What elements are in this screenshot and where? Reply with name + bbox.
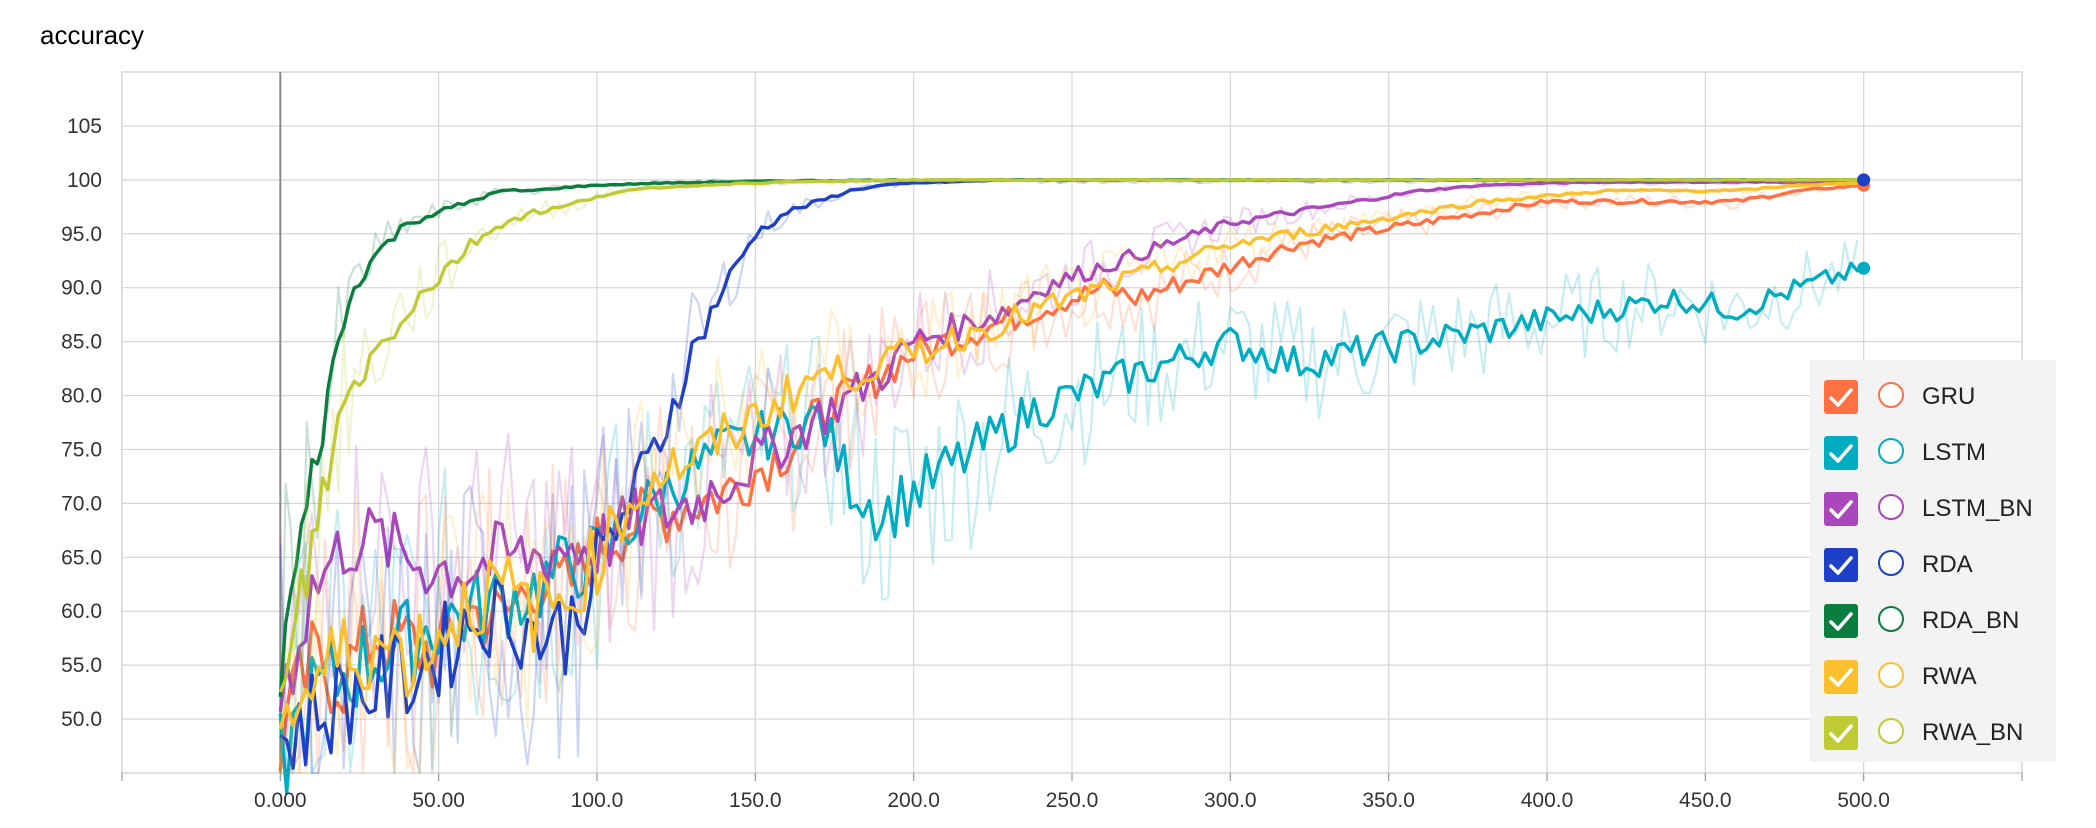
x-tick-label: 300.0 [1204, 789, 1257, 812]
legend-label: GRU [1922, 383, 1976, 410]
y-tick-label: 75.0 [61, 438, 102, 461]
legend-label: RWA_BN [1922, 719, 2024, 746]
axis-layer [121, 72, 2023, 781]
x-tick-label: 500.0 [1837, 789, 1890, 812]
legend: GRU LSTM LSTM_BN RDA RDA_BN RWA RWA_BN [1810, 360, 2056, 762]
y-tick-label: 55.0 [61, 654, 102, 677]
x-tick-label: 400.0 [1521, 789, 1574, 812]
x-tick-label: 200.0 [887, 789, 940, 812]
checkbox-checked-icon[interactable] [1824, 492, 1858, 526]
y-tick-label: 95.0 [61, 223, 102, 246]
legend-item-gru[interactable]: GRU [1810, 376, 2056, 416]
series-line-lstm_bn [278, 179, 1864, 712]
series-line-rwa [278, 181, 1864, 730]
radio-circle-icon[interactable] [1878, 382, 1904, 408]
x-tick-label: 250.0 [1046, 789, 1099, 812]
radio-circle-icon[interactable] [1878, 550, 1904, 576]
chart-title: accuracy [40, 20, 145, 50]
radio-circle-icon[interactable] [1878, 718, 1904, 744]
checkbox-checked-icon[interactable] [1824, 660, 1858, 694]
radio-circle-icon[interactable] [1878, 606, 1904, 632]
legend-label: RDA [1922, 551, 1973, 578]
series-raw-lstm [280, 239, 1859, 775]
tick-layer: 0.000 50.00 100.0 150.0 200.0 250.0 300.0 350.0… [61, 115, 1890, 812]
legend-item-rda[interactable]: RDA [1810, 544, 2056, 584]
series-layer [278, 173, 1871, 795]
y-tick-label: 90.0 [61, 277, 102, 300]
checkbox-checked-icon[interactable] [1824, 380, 1858, 414]
legend-item-lstm_bn[interactable]: LSTM_BN [1810, 488, 2056, 528]
legend-label: RDA_BN [1922, 607, 2020, 634]
y-tick-label: 100 [67, 169, 102, 192]
x-tick-label: 100.0 [571, 789, 624, 812]
legend-item-rwa[interactable]: RWA [1810, 656, 2056, 696]
checkbox-checked-icon[interactable] [1824, 604, 1858, 638]
y-tick-label: 65.0 [61, 546, 102, 569]
y-tick-label: 80.0 [61, 385, 102, 408]
y-tick-label: 85.0 [61, 331, 102, 354]
radio-circle-icon[interactable] [1878, 494, 1904, 520]
legend-label: LSTM [1922, 439, 1987, 466]
series-line-rwa_bn [278, 178, 1864, 693]
legend-item-rda_bn[interactable]: RDA_BN [1810, 600, 2056, 640]
legend-item-rwa_bn[interactable]: RWA_BN [1810, 712, 2056, 752]
y-tick-label: 60.0 [61, 600, 102, 623]
x-tick-label: 350.0 [1362, 789, 1415, 812]
radio-circle-icon[interactable] [1878, 662, 1904, 688]
series-line-gru [278, 183, 1864, 772]
series-endpoint-rda [1857, 173, 1871, 187]
series-raw-gru [279, 183, 1858, 775]
legend-label: RWA [1922, 663, 1977, 690]
x-tick-label: 50.00 [412, 789, 465, 812]
x-tick-label: 450.0 [1679, 789, 1732, 812]
x-tick-label: 0.000 [254, 789, 307, 812]
legend-label: LSTM_BN [1922, 495, 2033, 522]
legend-item-lstm[interactable]: LSTM [1810, 432, 2056, 472]
y-tick-label: 70.0 [61, 492, 102, 515]
checkbox-checked-icon[interactable] [1824, 716, 1858, 750]
checkbox-checked-icon[interactable] [1824, 436, 1858, 470]
radio-circle-icon[interactable] [1878, 438, 1904, 464]
x-tick-label: 150.0 [729, 789, 782, 812]
series-endpoint-lstm [1857, 261, 1871, 275]
y-tick-label: 105 [67, 115, 102, 138]
checkbox-checked-icon[interactable] [1824, 548, 1858, 582]
y-tick-label: 50.0 [61, 708, 102, 731]
